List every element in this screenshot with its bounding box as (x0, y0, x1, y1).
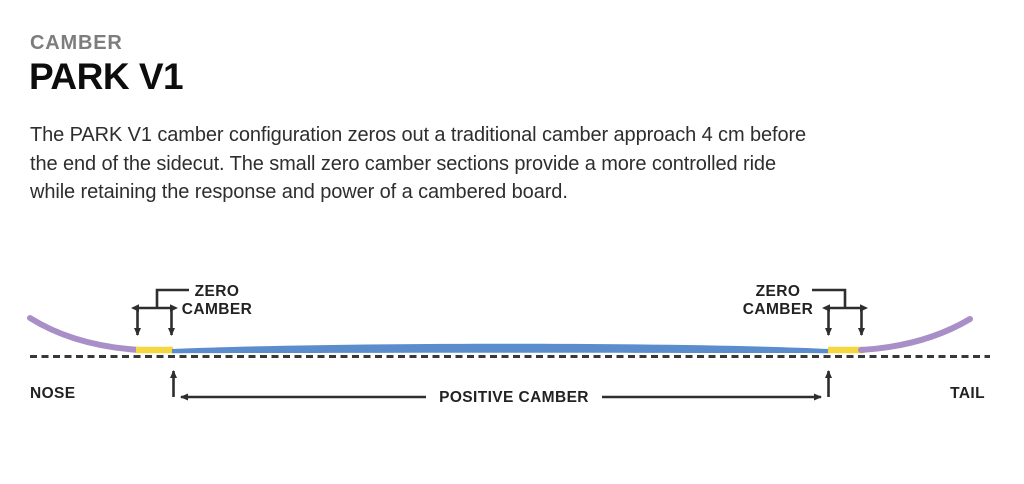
positive-camber-label: POSITIVE CAMBER (439, 389, 589, 406)
page-title: PARK V1 (29, 56, 184, 97)
zero-camber-left-label-line2: CAMBER (182, 301, 252, 318)
section-kicker: CAMBER (30, 32, 123, 54)
nose-label: NOSE (30, 385, 76, 402)
zero-camber-callout-left: ZERO CAMBER (131, 283, 252, 336)
description-line-2: the end of the sidecut. The small zero c… (30, 152, 776, 175)
zero-camber-callout-right: ZERO CAMBER (743, 283, 868, 336)
description-line-3: while retaining the response and power o… (30, 181, 568, 203)
description-line-1: The PARK V1 camber configuration zeros o… (30, 124, 807, 146)
description-paragraph: The PARK V1 camber configuration zeros o… (30, 121, 806, 207)
zero-camber-right-label-line2: CAMBER (743, 301, 813, 318)
tail-label: TAIL (950, 385, 985, 402)
camber-profile-diagram: ZERO CAMBER ZERO CAMBER POSITIVE CAMBER … (27, 283, 990, 406)
positive-camber-arc (172, 343, 829, 354)
zero-camber-right-label-line1: ZERO (756, 283, 801, 300)
callout-connector-line (155, 288, 189, 308)
nose-rocker-curve (27, 315, 143, 353)
tail-rocker-curve (858, 316, 973, 353)
positive-camber-annotation: POSITIVE CAMBER (170, 370, 832, 406)
zero-camber-left-label-line1: ZERO (195, 283, 240, 300)
callout-connector-line (812, 288, 847, 308)
